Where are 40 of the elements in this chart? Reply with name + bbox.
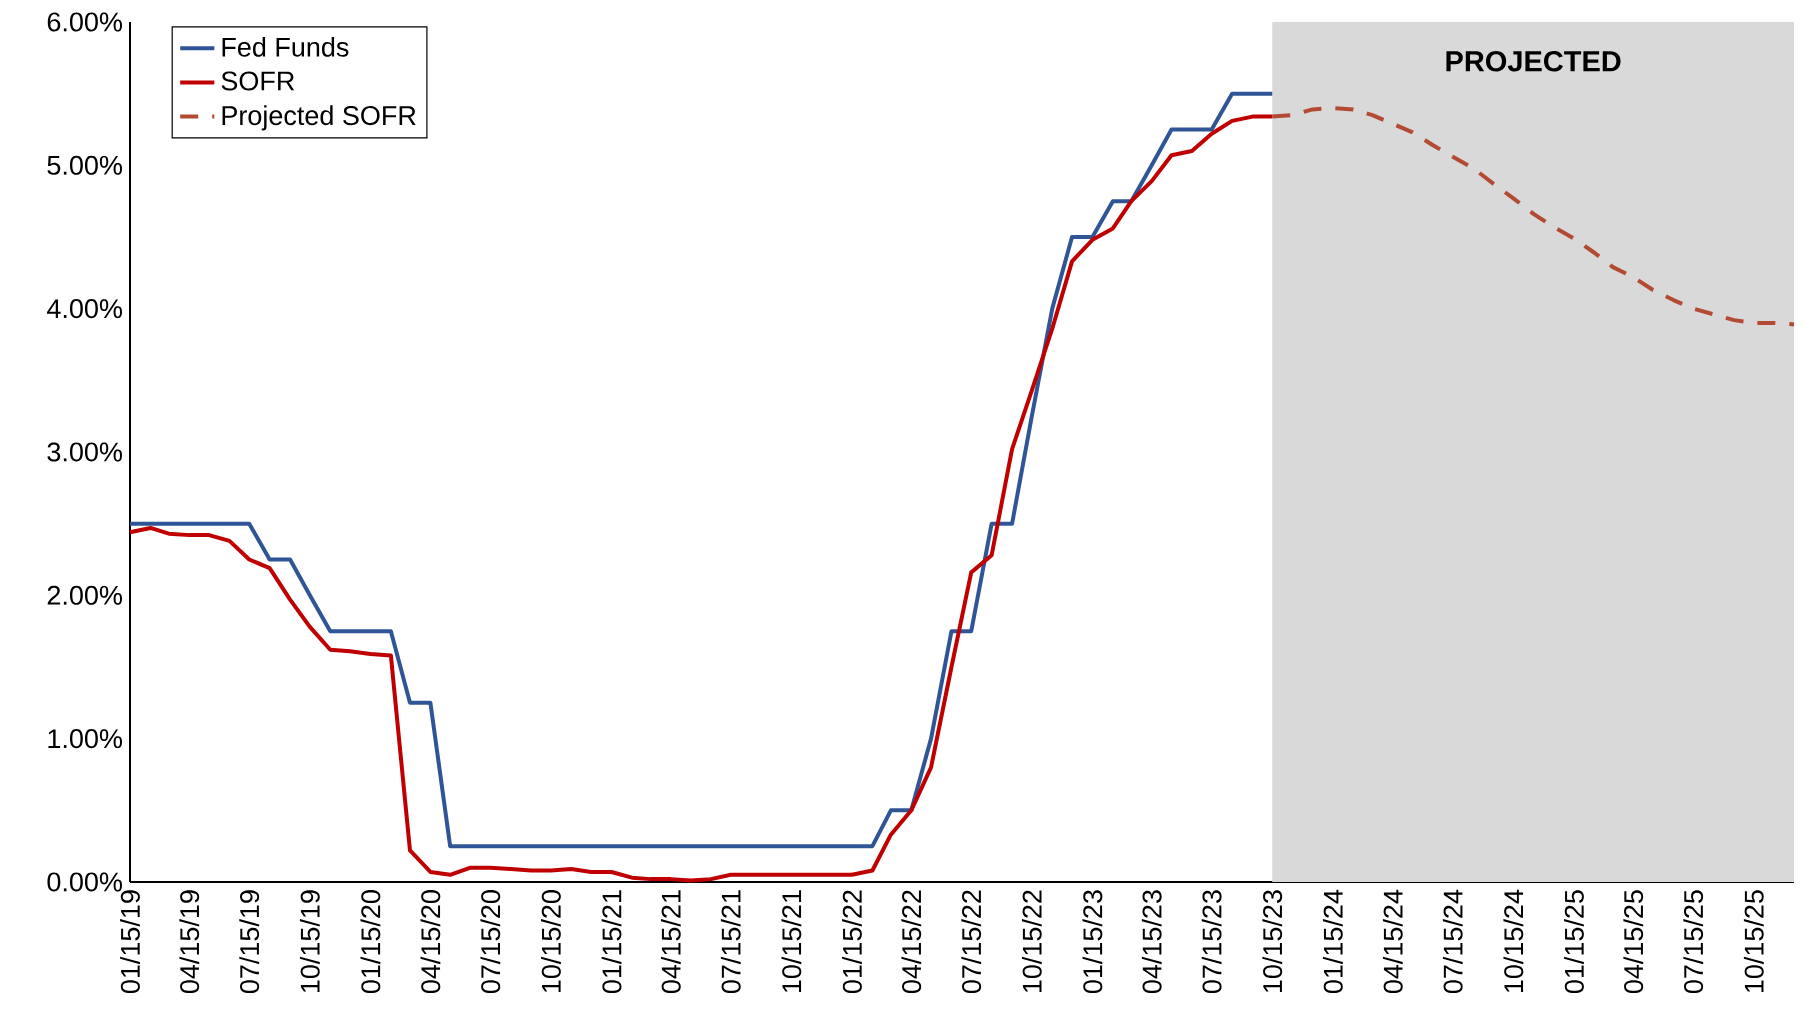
x-tick-label: 07/15/19 <box>239 890 260 994</box>
y-tick-label: 3.00% <box>47 442 122 462</box>
x-tick-label: 04/15/24 <box>1382 889 1403 994</box>
x-tick-label: 01/15/25 <box>1564 890 1584 994</box>
x-tick-label: 01/15/19 <box>120 890 140 994</box>
x-tick-label: 10/15/24 <box>1503 889 1524 993</box>
x-tick-label: 04/15/20 <box>420 890 441 994</box>
x-tick-label: 07/15/25 <box>1683 890 1704 994</box>
x-tick-label: 01/15/21 <box>601 890 622 994</box>
x-tick-label: 04/15/19 <box>179 890 200 994</box>
x-tick-label: 04/15/23 <box>1141 890 1162 994</box>
x-tick-label: 07/15/22 <box>961 890 982 994</box>
x-tick-label: 07/15/21 <box>720 890 741 994</box>
x-tick-label: 10/15/25 <box>1743 890 1764 993</box>
x-tick-label: 07/15/20 <box>480 890 501 994</box>
y-tick-label: 4.00% <box>47 299 122 319</box>
x-tick-label: 01/15/20 <box>360 890 381 994</box>
x-tick-label: 04/15/22 <box>901 890 922 994</box>
x-tick-label: 10/15/22 <box>1021 890 1042 993</box>
y-tick-label: 6.00% <box>47 12 122 32</box>
legend-label: Projected SOFR <box>222 105 416 131</box>
x-tick-label: 04/15/25 <box>1623 890 1644 994</box>
x-tick-label: 04/15/21 <box>660 890 681 994</box>
x-tick-label: 10/15/21 <box>781 890 802 993</box>
x-tick-label: 01/15/23 <box>1082 890 1103 994</box>
band-label: PROJECTED <box>1446 51 1621 72</box>
x-tick-label: 07/15/23 <box>1201 890 1222 994</box>
y-tick-label: 5.00% <box>47 155 122 175</box>
x-tick-label: 01/15/22 <box>842 890 862 994</box>
y-tick-label: 1.00% <box>48 729 122 749</box>
legend-label: Fed Funds <box>222 36 349 57</box>
y-tick-label: 2.00% <box>47 585 122 605</box>
line-series <box>1270 106 1797 327</box>
x-tick-label: 01/15/24 <box>1322 889 1343 994</box>
x-tick-label: 07/15/24 <box>1442 889 1463 994</box>
legend-label: SOFR <box>221 71 295 91</box>
x-tick-label: 10/15/19 <box>299 890 320 993</box>
x-tick-label: 10/15/20 <box>541 890 561 993</box>
y-tick-label: 0.00% <box>47 872 122 892</box>
x-tick-label: 10/15/23 <box>1262 890 1283 993</box>
